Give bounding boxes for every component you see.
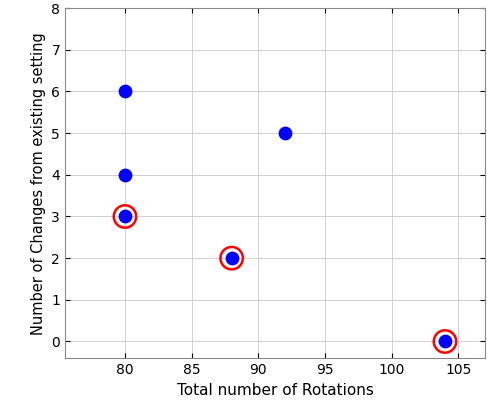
Point	[121, 172, 129, 178]
X-axis label: Total number of Rotations: Total number of Rotations	[176, 383, 374, 398]
Point	[228, 255, 235, 261]
Point	[281, 130, 289, 136]
Point	[121, 213, 129, 220]
Point	[228, 255, 235, 261]
Point	[441, 338, 449, 345]
Point	[121, 88, 129, 95]
Point	[441, 338, 449, 345]
Point	[121, 213, 129, 220]
Y-axis label: Number of Changes from existing setting: Number of Changes from existing setting	[30, 32, 46, 335]
